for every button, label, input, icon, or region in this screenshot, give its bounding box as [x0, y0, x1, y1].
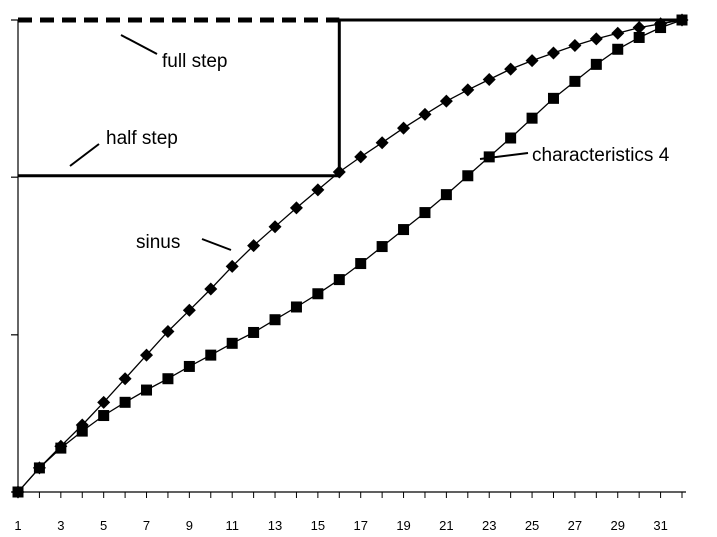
series-line [17, 19, 683, 493]
annotation-leader-full-step [120, 34, 158, 55]
square-marker [655, 22, 667, 34]
diamond-marker [204, 282, 218, 296]
diamond-marker [375, 136, 389, 150]
square-marker [419, 207, 431, 219]
annotation-characteristics-4: characteristics 4 [532, 145, 670, 166]
x-tick-label: 23 [482, 518, 496, 533]
square-marker [547, 92, 559, 104]
x-tick-labels: 1 3 5 7 9 11 13 15 17 19 21 23 25 27 29 31 [14, 518, 667, 533]
y-axis-ticks [11, 19, 18, 493]
x-tick-label: 27 [568, 518, 582, 533]
x-tick-label: 1 [14, 518, 21, 533]
diamond-marker [611, 26, 625, 40]
square-marker [55, 442, 67, 454]
x-tick-label: 9 [186, 518, 193, 533]
x-tick-label: 17 [353, 518, 367, 533]
diamond-marker [354, 150, 368, 164]
square-marker [355, 258, 367, 270]
x-tick-label: 25 [525, 518, 539, 533]
square-marker [248, 326, 260, 338]
x-tick-label: 21 [439, 518, 453, 533]
square-marker [141, 384, 153, 396]
x-tick-label: 5 [100, 518, 107, 533]
square-marker [290, 301, 302, 313]
x-tick-label: 7 [143, 518, 150, 533]
square-marker [398, 224, 410, 236]
square-marker [676, 14, 688, 26]
diamond-marker [439, 94, 453, 108]
diamond-marker [418, 107, 432, 121]
diamond-marker [504, 62, 518, 76]
diamond-marker [332, 165, 346, 179]
x-tick-label: 3 [57, 518, 64, 533]
diamond-marker [289, 201, 303, 215]
series-layer [11, 13, 689, 499]
diamond-marker [161, 325, 175, 339]
diamond-marker [397, 121, 411, 135]
square-marker [590, 58, 602, 70]
diamond-marker [247, 239, 261, 253]
series-4 [12, 14, 688, 498]
diamond-marker [118, 372, 132, 386]
x-tick-label: 31 [653, 518, 667, 533]
x-axis-ticks [17, 492, 683, 498]
square-marker [76, 425, 88, 437]
axes [17, 20, 686, 493]
square-marker [612, 43, 624, 55]
diamond-marker [525, 54, 539, 68]
square-marker [333, 274, 345, 286]
diamond-marker [182, 303, 196, 317]
square-marker [440, 189, 452, 201]
annotation-sinus: sinus [136, 232, 180, 253]
square-marker [376, 241, 388, 253]
annotation-leader-sinus [201, 238, 232, 251]
annotations: full step half step sinus characteristic… [69, 34, 670, 253]
diamond-marker [589, 32, 603, 46]
series-line [17, 19, 683, 493]
diamond-marker [482, 72, 496, 86]
diamond-marker [225, 259, 239, 273]
series-2 [18, 18, 682, 178]
annotation-half-step: half step [106, 128, 178, 149]
square-marker [162, 373, 174, 385]
diamond-marker [97, 395, 111, 409]
x-tick-label: 29 [611, 518, 625, 533]
square-marker [312, 288, 324, 300]
diamond-marker [632, 21, 646, 35]
square-marker [526, 112, 538, 124]
x-tick-label: 11 [225, 518, 239, 533]
annotation-full-step: full step [162, 51, 227, 72]
diamond-marker [546, 46, 560, 60]
square-marker [119, 396, 131, 408]
square-marker [205, 349, 217, 361]
diamond-marker [461, 83, 475, 97]
diamond-marker [140, 348, 154, 362]
square-marker [183, 360, 195, 372]
diamond-marker [311, 183, 325, 197]
diamond-marker [268, 220, 282, 234]
square-marker [269, 314, 281, 326]
diamond-marker [568, 38, 582, 52]
square-marker [12, 486, 24, 498]
square-marker [505, 132, 517, 144]
x-tick-label: 13 [268, 518, 282, 533]
x-tick-label: 19 [396, 518, 410, 533]
annotation-leader-characteristics-4 [479, 152, 529, 160]
annotation-leader-half-step [69, 143, 100, 167]
square-marker [462, 170, 474, 182]
square-marker [33, 462, 45, 474]
square-marker [226, 337, 238, 349]
series-line [18, 18, 682, 178]
series-3 [11, 13, 689, 499]
x-tick-label: 15 [311, 518, 325, 533]
square-marker [98, 410, 110, 422]
square-marker [633, 31, 645, 43]
square-marker [569, 75, 581, 87]
